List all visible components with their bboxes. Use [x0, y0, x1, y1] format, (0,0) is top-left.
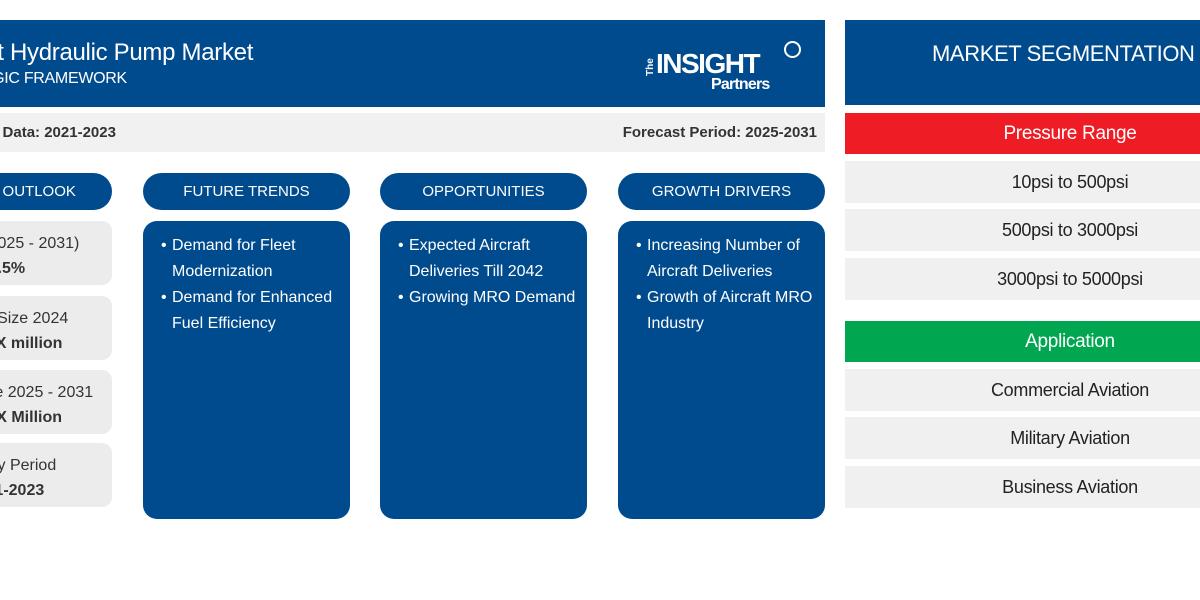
opportunity-item: Growing MRO Demand [390, 285, 579, 311]
segment-item-label: 3000psi to 5000psi [997, 269, 1143, 289]
insight-partners-logo: The INSIGHT Partners [645, 40, 805, 96]
growth-driver-item: Growth of Aircraft MRO Industry [628, 285, 817, 337]
segmentation-title: MARKET SEGMENTATION [932, 41, 1195, 66]
opportunities-header: OPPORTUNITIES [380, 173, 587, 210]
stat-label: History Period [0, 457, 57, 474]
report-subtitle: STRATEGIC FRAMEWORK [0, 70, 127, 87]
stat-value: US$ XX million [0, 335, 63, 352]
logo-insight: INSIGHT [656, 48, 761, 79]
stat-value: 2021-2023 [0, 482, 45, 499]
report-title: Aircraft Hydraulic Pump Market [0, 39, 254, 66]
segment-item-label: Business Aviation [1002, 477, 1138, 497]
report-header: Aircraft Hydraulic Pump Market STRATEGIC… [0, 20, 825, 107]
future-trend-item: Demand for Fleet Modernization [153, 233, 342, 285]
segment-item: Military Aviation [845, 417, 1200, 459]
segment-header-application: Application [845, 321, 1200, 362]
opportunities-panel: Expected Aircraft Deliveries Till 2042 G… [380, 221, 587, 519]
forecast-period: Forecast Period: 2025-2031 [622, 124, 817, 141]
segment-item: Business Aviation [845, 466, 1200, 508]
market-outlook-header: MARKET OUTLOOK [0, 173, 112, 210]
logo-partners: Partners [711, 76, 770, 93]
growth-drivers-panel: Increasing Number of Aircraft Deliveries… [618, 221, 825, 519]
stat-label: Market Size 2025 - 2031 [0, 384, 94, 401]
segment-item-label: 500psi to 3000psi [1001, 220, 1138, 240]
segment-item: 500psi to 3000psi [845, 209, 1200, 251]
future-trend-item: Demand for Enhanced Fuel Efficiency [153, 285, 342, 337]
stat-label: CAGR (2025 - 2031) [0, 235, 80, 252]
logo-the: The [645, 58, 656, 76]
segment-header-pressure-range: Pressure Range [845, 113, 1200, 154]
logo-ring-icon [784, 41, 801, 58]
segment-label: Application [1025, 331, 1115, 352]
opportunity-item: Expected Aircraft Deliveries Till 2042 [390, 233, 579, 285]
data-period-bar: Historical Data: 2021-2023 Forecast Peri… [0, 113, 825, 152]
segment-item-label: Military Aviation [1010, 428, 1130, 448]
stat-value: US$ XX Million [0, 409, 62, 426]
stat-value: X.5% [0, 260, 26, 277]
stat-history-period: History Period 2021-2023 [0, 443, 112, 507]
stat-label: Market Size 2024 [0, 310, 69, 327]
stat-cagr: CAGR (2025 - 2031) X.5% [0, 221, 112, 285]
segment-label: Pressure Range [1003, 123, 1137, 144]
stat-market-size-forecast: Market Size 2025 - 2031 US$ XX Million [0, 370, 112, 434]
future-trends-panel: Demand for Fleet Modernization Demand fo… [143, 221, 350, 519]
segment-item: 3000psi to 5000psi [845, 258, 1200, 300]
segment-item: 10psi to 500psi [845, 161, 1200, 203]
stat-market-size-2024: Market Size 2024 US$ XX million [0, 296, 112, 360]
segment-item-label: 10psi to 500psi [1011, 172, 1129, 192]
historical-data: Historical Data: 2021-2023 [0, 124, 116, 141]
segment-item: Commercial Aviation [845, 369, 1200, 411]
growth-driver-item: Increasing Number of Aircraft Deliveries [628, 233, 817, 285]
future-trends-header: FUTURE TRENDS [143, 173, 350, 210]
growth-drivers-header: GROWTH DRIVERS [618, 173, 825, 210]
segment-item-label: Commercial Aviation [990, 380, 1150, 400]
market-segmentation-header: MARKET SEGMENTATION [845, 20, 1200, 105]
